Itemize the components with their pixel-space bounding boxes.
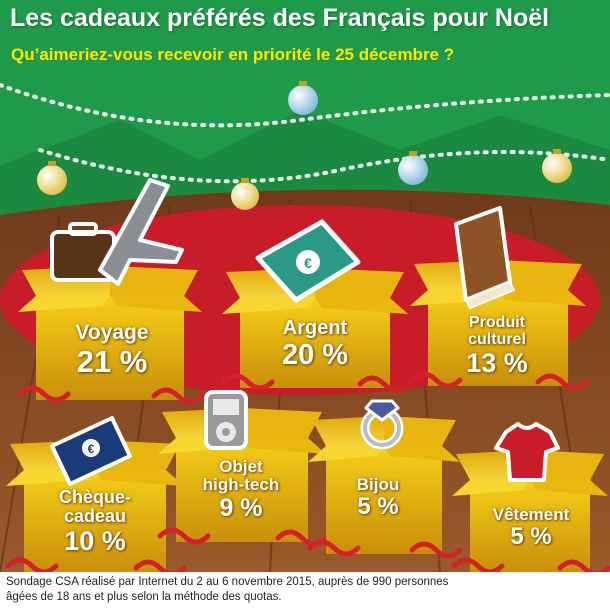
gift-box-front — [240, 298, 390, 388]
gift-flap — [242, 438, 326, 454]
gift-bijou: Bijou 5 % — [328, 475, 428, 521]
gift-box-bijou — [307, 416, 463, 559]
gift-flap — [242, 408, 322, 438]
category-label: cadeau — [63, 506, 127, 527]
gift-flap — [222, 298, 315, 314]
category-label: Produit — [469, 314, 525, 331]
category-label: culturel — [468, 331, 526, 349]
garland-2 — [38, 148, 610, 184]
gift-flap — [315, 298, 408, 314]
book-icon — [454, 206, 516, 310]
value-label: 9 % — [219, 493, 263, 522]
gift-box-front — [428, 290, 568, 386]
banknote-icon: € — [255, 219, 361, 303]
gift-box-front — [326, 446, 442, 554]
gift-box-argent — [221, 268, 411, 393]
gift-cheque-cadeau: Chèque- cadeau 10 % — [30, 487, 160, 557]
svg-text:€: € — [88, 442, 95, 456]
ribbon — [535, 373, 589, 391]
gift-box-produit-culturel — [409, 260, 589, 391]
value-label: 5 % — [357, 493, 399, 521]
gift-objet-high-tech: Objet high-tech 9 % — [176, 457, 306, 522]
ribbon — [409, 371, 463, 389]
gift-flap — [110, 296, 202, 312]
airplane-suitcase-icon — [50, 178, 184, 286]
ribbon — [357, 375, 411, 393]
ribbon — [221, 373, 275, 391]
ribbon — [5, 557, 59, 575]
gift-flap — [498, 290, 586, 306]
ribbon — [451, 557, 505, 575]
value-label: 5 % — [510, 523, 552, 551]
category-label: Voyage — [75, 321, 149, 344]
value-label: 13 % — [466, 347, 528, 378]
value-label: 20 % — [281, 338, 349, 371]
gift-produit-culturel: Produit culturel 13 % — [432, 314, 562, 378]
ornaments — [37, 81, 572, 210]
gift-flap — [530, 450, 604, 480]
category-label: Chèque- — [59, 487, 131, 507]
ribbon — [151, 387, 205, 405]
infographic-title: Les cadeaux préférés des Français pour N… — [10, 4, 550, 32]
gift-flap — [530, 480, 608, 496]
gift-flap — [95, 470, 184, 486]
gift-argent: Argent 20 % — [250, 317, 380, 371]
ribbon — [157, 527, 211, 545]
ribbon — [307, 539, 361, 557]
gift-box-front — [36, 296, 184, 400]
gift-box-front — [470, 480, 590, 572]
gift-vetement: Vêtement 5 % — [476, 505, 586, 551]
source-note: Sondage CSA réalisé par Internet du 2 au… — [0, 572, 610, 610]
source-note-line-2: âgées de 18 ans et plus selon la méthode… — [6, 591, 282, 603]
source-note-line-1: Sondage CSA réalisé par Internet du 2 au… — [6, 576, 449, 588]
gift-flap — [498, 260, 582, 290]
gift-flap — [308, 446, 384, 462]
category-label: Bijou — [356, 475, 400, 494]
category-label: Argent — [282, 317, 348, 339]
ribbon — [17, 385, 71, 403]
value-label: 21 % — [76, 343, 148, 379]
music-player-icon — [204, 390, 248, 450]
category-label: high-tech — [202, 475, 280, 495]
gift-flap — [110, 266, 198, 296]
gift-flap — [452, 480, 530, 496]
gift-box-objet-high-tech — [157, 408, 329, 547]
svg-text:€: € — [304, 255, 312, 271]
tshirt-icon — [494, 422, 560, 482]
diamond-ring-icon — [360, 399, 404, 450]
value-label: 10 % — [64, 525, 126, 556]
infographic-subtitle: Qu’aimeriez-vous recevoir en priorité le… — [11, 45, 455, 64]
category-label: Objet — [219, 457, 263, 476]
category-label: Vêtement — [492, 505, 570, 524]
gift-flap — [384, 446, 460, 462]
garland-1 — [0, 83, 610, 128]
gift-card-icon: € — [50, 416, 132, 486]
ribbon — [409, 541, 463, 559]
gift-box-front — [24, 470, 166, 572]
gift-box-front — [176, 438, 308, 542]
gift-voyage: Voyage 21 % — [42, 321, 182, 379]
gift-flap — [18, 296, 110, 312]
